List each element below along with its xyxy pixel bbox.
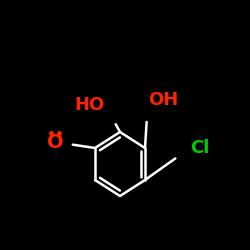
Text: OH: OH bbox=[148, 91, 178, 109]
Circle shape bbox=[44, 131, 66, 153]
Text: HO: HO bbox=[75, 96, 105, 114]
Text: Cl: Cl bbox=[190, 139, 210, 157]
Text: O: O bbox=[47, 134, 63, 152]
